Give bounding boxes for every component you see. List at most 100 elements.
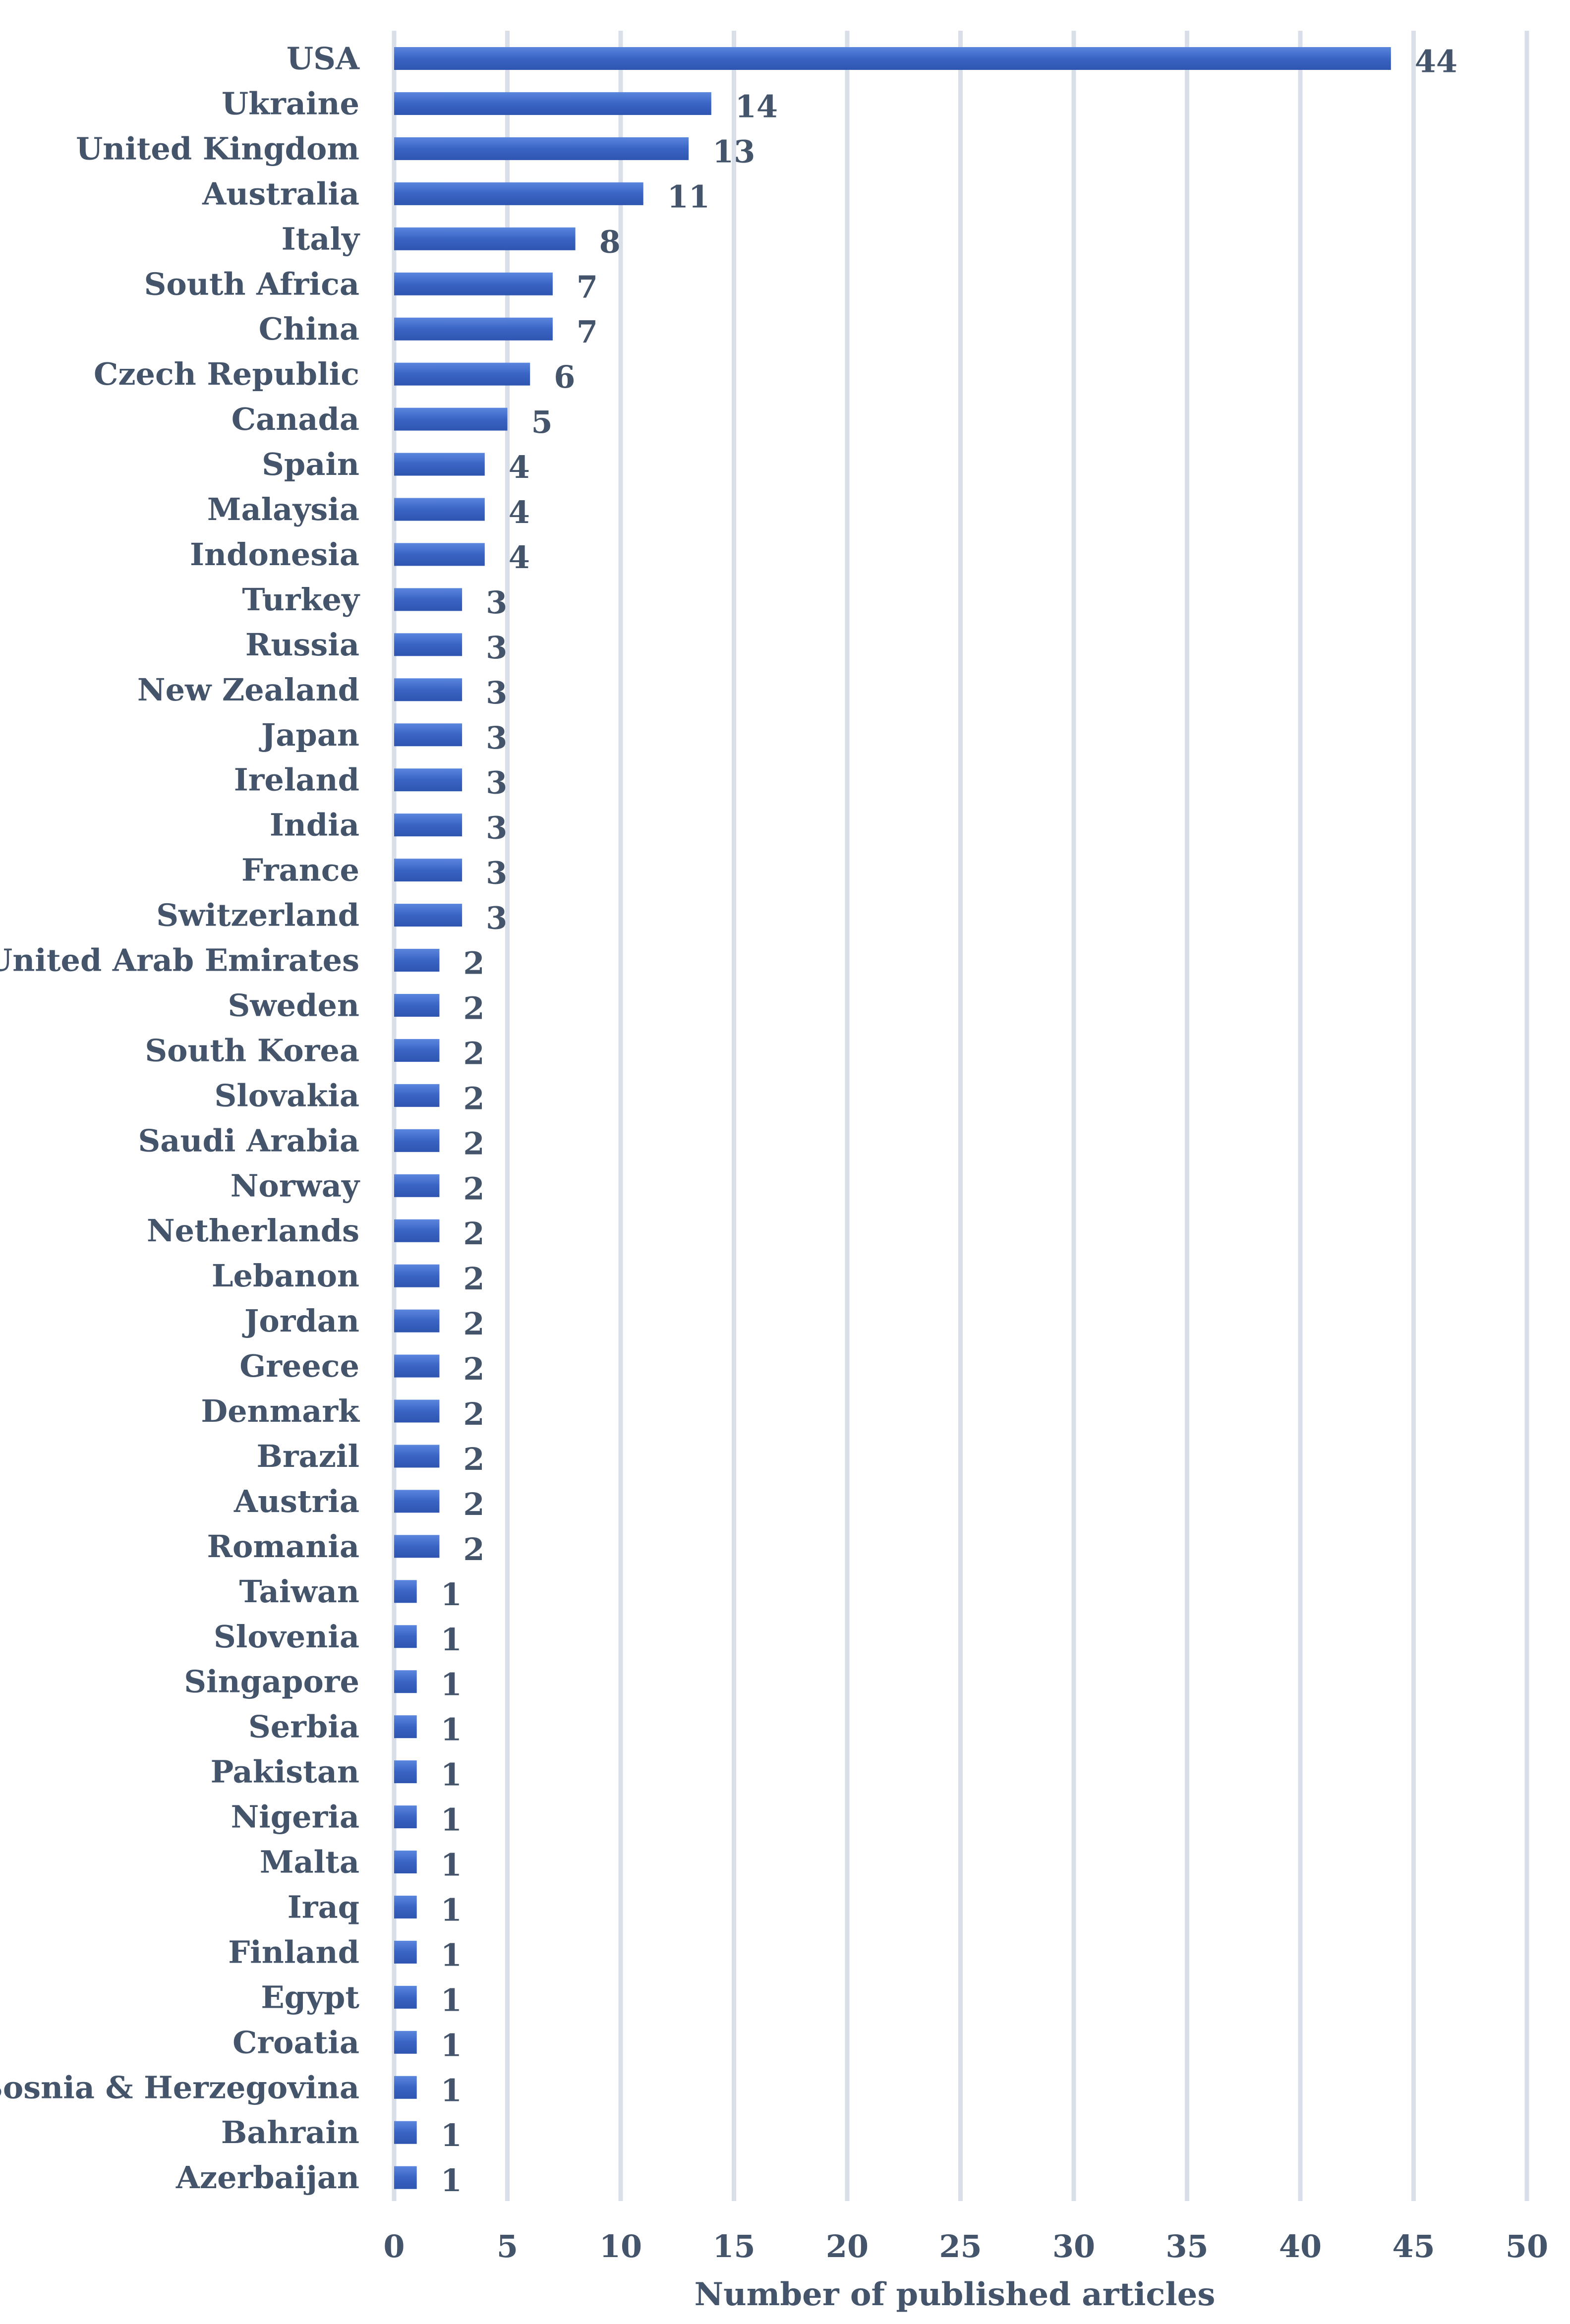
x-tick-label-35: 35 xyxy=(1165,2228,1208,2265)
x-axis-tick-labels: 0 5 10 15 20 25 30 35 40 45 50 xyxy=(383,2228,1548,2265)
bar-australia xyxy=(394,182,643,205)
data-label-turkey: 3 xyxy=(486,584,507,621)
data-label-south-africa: 7 xyxy=(577,269,598,305)
data-label-spain: 4 xyxy=(509,449,530,485)
bar-united-arab-emirates xyxy=(394,949,440,972)
data-label-ireland: 3 xyxy=(486,765,507,801)
category-label-saudi-arabia: Saudi Arabia xyxy=(138,1122,359,1159)
data-label-denmark: 2 xyxy=(463,1396,484,1432)
category-label-switzerland: Switzerland xyxy=(156,897,359,933)
data-label-nigeria: 1 xyxy=(441,1802,462,1838)
category-label-brazil: Brazil xyxy=(256,1438,359,1474)
data-label-norway: 2 xyxy=(463,1170,484,1207)
bar-nigeria xyxy=(394,1805,417,1829)
bar-austria xyxy=(394,1490,440,1513)
bar-pakistan xyxy=(394,1760,417,1784)
category-label-united-arab-emirates: United Arab Emirates xyxy=(0,942,359,979)
bar-romania xyxy=(394,1535,440,1558)
bar-singapore xyxy=(394,1670,417,1693)
category-label-singapore: Singapore xyxy=(184,1664,359,1700)
data-label-croatia: 1 xyxy=(441,2027,462,2063)
category-label-new-zealand: New Zealand xyxy=(137,672,359,708)
data-label-iraq: 1 xyxy=(441,1892,462,1928)
data-label-slovenia: 1 xyxy=(441,1622,462,1658)
category-label-nigeria: Nigeria xyxy=(231,1799,359,1835)
data-label-bosnia-and-herzegovina: 1 xyxy=(441,2072,462,2108)
bar-greece xyxy=(394,1354,440,1378)
bar-spain xyxy=(394,453,485,476)
category-label-taiwan: Taiwan xyxy=(239,1573,359,1610)
data-label-finland: 1 xyxy=(441,1937,462,1973)
data-label-malaysia: 4 xyxy=(509,494,530,530)
category-label-norway: Norway xyxy=(231,1167,360,1204)
category-label-czech-republic: Czech Republic xyxy=(94,356,359,392)
x-axis-title: Number of published articles xyxy=(695,2276,1216,2313)
category-label-japan: Japan xyxy=(259,717,359,753)
data-label-saudi-arabia: 2 xyxy=(463,1125,484,1162)
data-label-brazil: 2 xyxy=(463,1441,484,1477)
bar-bosnia-and-herzegovina xyxy=(394,2076,417,2099)
bar-ukraine xyxy=(394,92,711,115)
bar-france xyxy=(394,859,463,882)
bar-china xyxy=(394,317,553,341)
x-tick-label-40: 40 xyxy=(1279,2228,1322,2265)
data-label-sweden: 2 xyxy=(463,990,484,1026)
data-label-australia: 11 xyxy=(667,178,710,215)
category-label-slovakia: Slovakia xyxy=(214,1077,359,1113)
bar-indonesia xyxy=(394,543,485,566)
category-label-greece: Greece xyxy=(239,1348,359,1384)
data-label-switzerland: 3 xyxy=(486,900,507,936)
bar-united-kingdom xyxy=(394,137,689,160)
bar-usa xyxy=(394,47,1391,70)
data-labels: 4414131187765444333333332222222222222211… xyxy=(441,44,1457,2199)
category-label-austria: Austria xyxy=(233,1483,359,1519)
data-label-azerbaijan: 1 xyxy=(441,2162,462,2199)
data-label-usa: 44 xyxy=(1415,44,1457,80)
bar-norway xyxy=(394,1174,440,1197)
data-label-austria: 2 xyxy=(463,1486,484,1522)
category-label-egypt: Egypt xyxy=(261,1979,359,2015)
bar-india xyxy=(394,813,463,837)
data-label-russia: 3 xyxy=(486,630,507,666)
data-label-netherlands: 2 xyxy=(463,1216,484,1252)
bar-russia xyxy=(394,633,463,656)
category-label-pakistan: Pakistan xyxy=(211,1754,359,1790)
data-label-united-arab-emirates: 2 xyxy=(463,945,484,982)
data-label-jordan: 2 xyxy=(463,1306,484,1342)
bar-azerbaijan xyxy=(394,2166,417,2189)
category-label-south-korea: South Korea xyxy=(145,1032,359,1068)
data-label-indonesia: 4 xyxy=(509,539,530,576)
bar-bahrain xyxy=(394,2121,417,2144)
category-label-spain: Spain xyxy=(262,446,359,482)
category-labels: USA Ukraine United Kingdom Australia Italy So… xyxy=(0,41,360,2196)
x-tick-label-5: 5 xyxy=(497,2228,518,2265)
data-label-new-zealand: 3 xyxy=(486,675,507,711)
category-label-south-africa: South Africa xyxy=(144,266,359,302)
category-label-romania: Romania xyxy=(207,1528,359,1565)
bar-japan xyxy=(394,723,463,747)
data-label-canada: 5 xyxy=(531,404,553,440)
x-tick-label-25: 25 xyxy=(939,2228,982,2265)
bar-taiwan xyxy=(394,1580,417,1603)
bar-brazil xyxy=(394,1445,440,1468)
category-label-azerbaijan: Azerbaijan xyxy=(175,2159,359,2196)
category-label-slovenia: Slovenia xyxy=(214,1619,359,1655)
x-tick-label-45: 45 xyxy=(1392,2228,1435,2265)
category-label-bahrain: Bahrain xyxy=(221,2114,359,2150)
data-label-malta: 1 xyxy=(441,1847,462,1883)
data-label-india: 3 xyxy=(486,810,507,846)
category-label-serbia: Serbia xyxy=(248,1709,359,1745)
category-label-croatia: Croatia xyxy=(233,2024,359,2060)
bar-canada xyxy=(394,407,508,431)
bar-lebanon xyxy=(394,1264,440,1287)
data-label-japan: 3 xyxy=(486,720,507,756)
data-label-bahrain: 1 xyxy=(441,2117,462,2153)
data-label-south-korea: 2 xyxy=(463,1035,484,1071)
bar-turkey xyxy=(394,588,463,611)
x-tick-label-30: 30 xyxy=(1052,2228,1095,2265)
x-tick-label-50: 50 xyxy=(1506,2228,1548,2265)
data-label-ukraine: 14 xyxy=(735,88,778,124)
bar-denmark xyxy=(394,1399,440,1423)
x-tick-label-20: 20 xyxy=(826,2228,869,2265)
